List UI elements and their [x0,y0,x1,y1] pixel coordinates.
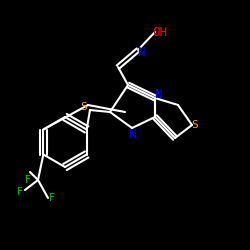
Text: N: N [154,88,162,102]
Text: F: F [17,187,23,197]
Text: S: S [192,120,198,130]
Text: F: F [49,193,55,203]
Text: N: N [137,46,145,59]
Text: N: N [128,128,136,140]
Text: S: S [80,102,87,112]
Text: OH: OH [152,26,168,38]
Text: F: F [25,175,31,185]
